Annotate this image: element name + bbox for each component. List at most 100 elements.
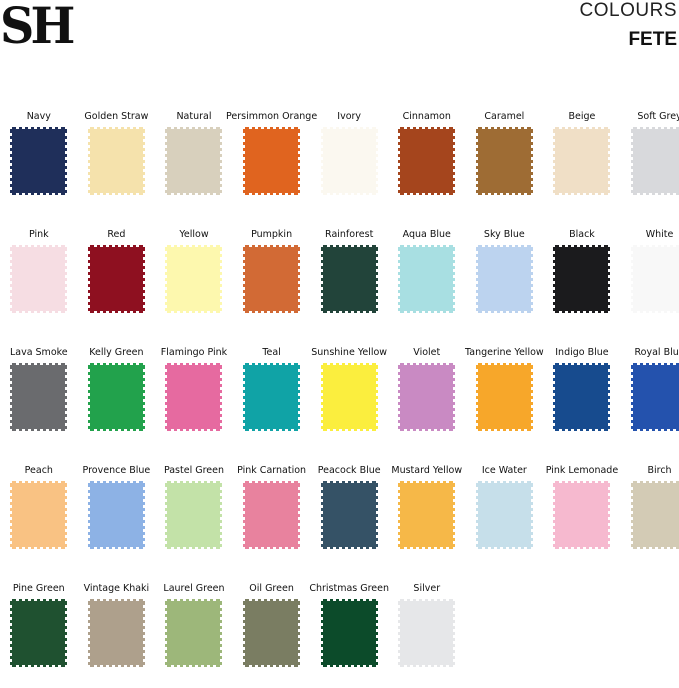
fabric-swatch[interactable] (397, 598, 457, 668)
swatch-item[interactable]: Birch (621, 464, 679, 570)
swatch-item[interactable]: Violet (388, 346, 466, 452)
swatch-item[interactable]: Royal Blue (621, 346, 679, 452)
swatch-label: Provence Blue (82, 465, 151, 476)
swatch-item[interactable]: Silver (388, 582, 466, 688)
swatch-item[interactable]: Mustard Yellow (388, 464, 466, 570)
fabric-swatch[interactable] (86, 126, 146, 196)
fabric-swatch[interactable] (164, 598, 224, 668)
fabric-swatch[interactable] (397, 244, 457, 314)
swatch-item[interactable]: Rainforest (310, 228, 388, 334)
fabric-swatch[interactable] (397, 362, 457, 432)
swatch-label: Yellow (179, 229, 209, 240)
fabric-swatch[interactable] (474, 362, 534, 432)
fabric-swatch[interactable] (552, 244, 612, 314)
fabric-swatch[interactable] (552, 480, 612, 550)
swatch-item[interactable]: Laurel Green (155, 582, 233, 688)
fabric-swatch[interactable] (552, 126, 612, 196)
swatch-label: Rainforest (325, 229, 374, 240)
fabric-swatch[interactable] (552, 362, 612, 432)
fabric-swatch[interactable] (630, 480, 679, 550)
fabric-swatch[interactable] (164, 126, 224, 196)
swatch-item[interactable]: Cinnamon (388, 110, 466, 216)
fabric-swatch[interactable] (397, 480, 457, 550)
swatch-item[interactable]: Sky Blue (466, 228, 544, 334)
fabric-swatch[interactable] (474, 244, 534, 314)
fabric-swatch[interactable] (9, 126, 69, 196)
fabric-swatch[interactable] (319, 244, 379, 314)
fabric-swatch[interactable] (397, 126, 457, 196)
swatch-item[interactable]: Pine Green (0, 582, 78, 688)
swatch-item[interactable]: Pink Lemonade (543, 464, 621, 570)
fabric-swatch[interactable] (319, 480, 379, 550)
swatch-item[interactable]: Red (78, 228, 156, 334)
fabric-swatch[interactable] (86, 362, 146, 432)
fabric-swatch[interactable] (86, 480, 146, 550)
swatch-item[interactable]: Peach (0, 464, 78, 570)
swatch-label: Ivory (337, 111, 362, 122)
swatch-label: Navy (26, 111, 51, 122)
fabric-swatch[interactable] (164, 362, 224, 432)
swatch-label: Flamingo Pink (160, 347, 228, 358)
fabric-swatch[interactable] (474, 126, 534, 196)
swatch-item[interactable]: Caramel (466, 110, 544, 216)
fabric-swatch[interactable] (630, 362, 679, 432)
swatch-label: Laurel Green (163, 583, 225, 594)
swatch-label: Royal Blue (634, 347, 679, 358)
fabric-swatch[interactable] (630, 126, 679, 196)
swatch-item[interactable]: Ivory (310, 110, 388, 216)
swatch-item[interactable]: Beige (543, 110, 621, 216)
swatch-item[interactable]: Ice Water (466, 464, 544, 570)
swatch-item[interactable]: Sunshine Yellow (310, 346, 388, 452)
swatch-item[interactable]: Pumpkin (233, 228, 311, 334)
swatch-item[interactable]: Pink (0, 228, 78, 334)
swatch-label: Kelly Green (89, 347, 144, 358)
swatch-item[interactable]: Aqua Blue (388, 228, 466, 334)
swatch-item[interactable]: Vintage Khaki (78, 582, 156, 688)
swatch-label: Pink Lemonade (545, 465, 619, 476)
fabric-swatch[interactable] (242, 126, 302, 196)
fabric-swatch[interactable] (474, 480, 534, 550)
fabric-swatch[interactable] (242, 480, 302, 550)
swatch-item[interactable]: Natural (155, 110, 233, 216)
swatch-item[interactable]: White (621, 228, 679, 334)
swatch-item[interactable]: Golden Straw (78, 110, 156, 216)
fabric-swatch[interactable] (242, 362, 302, 432)
swatch-item[interactable]: Lava Smoke (0, 346, 78, 452)
fabric-swatch[interactable] (9, 598, 69, 668)
swatch-label: Teal (262, 347, 281, 358)
swatch-item[interactable]: Provence Blue (78, 464, 156, 570)
swatch-item[interactable]: Tangerine Yellow (465, 346, 544, 452)
fabric-swatch[interactable] (86, 244, 146, 314)
fabric-swatch[interactable] (9, 362, 69, 432)
swatch-label: Caramel (484, 111, 525, 122)
fabric-swatch[interactable] (319, 598, 379, 668)
fabric-swatch[interactable] (319, 362, 379, 432)
swatch-item[interactable]: Persimmon Orange (226, 110, 317, 216)
fabric-swatch[interactable] (630, 244, 679, 314)
swatch-item[interactable]: Pastel Green (155, 464, 233, 570)
fabric-swatch[interactable] (9, 244, 69, 314)
fabric-swatch[interactable] (164, 480, 224, 550)
swatch-label: Silver (413, 583, 441, 594)
swatch-item[interactable]: Navy (0, 110, 78, 216)
fabric-swatch[interactable] (319, 126, 379, 196)
swatch-item[interactable]: Teal (233, 346, 311, 452)
swatch-item[interactable]: Christmas Green (309, 582, 389, 688)
swatch-label: Vintage Khaki (83, 583, 150, 594)
swatch-item[interactable]: Pink Carnation (233, 464, 311, 570)
fabric-swatch[interactable] (242, 598, 302, 668)
fabric-swatch[interactable] (86, 598, 146, 668)
swatch-item[interactable]: Yellow (155, 228, 233, 334)
swatch-label: Pink Carnation (237, 465, 307, 476)
swatch-grid: Navy Golden Straw Natural Persimmon Orange I… (0, 110, 679, 688)
swatch-item[interactable]: Black (543, 228, 621, 334)
swatch-item[interactable]: Kelly Green (78, 346, 156, 452)
swatch-item[interactable]: Soft Grey (621, 110, 679, 216)
fabric-swatch[interactable] (242, 244, 302, 314)
swatch-item[interactable]: Peacock Blue (310, 464, 388, 570)
swatch-item[interactable]: Oil Green (233, 582, 311, 688)
fabric-swatch[interactable] (9, 480, 69, 550)
fabric-swatch[interactable] (164, 244, 224, 314)
swatch-item[interactable]: Flamingo Pink (155, 346, 233, 452)
swatch-item[interactable]: Indigo Blue (543, 346, 621, 452)
